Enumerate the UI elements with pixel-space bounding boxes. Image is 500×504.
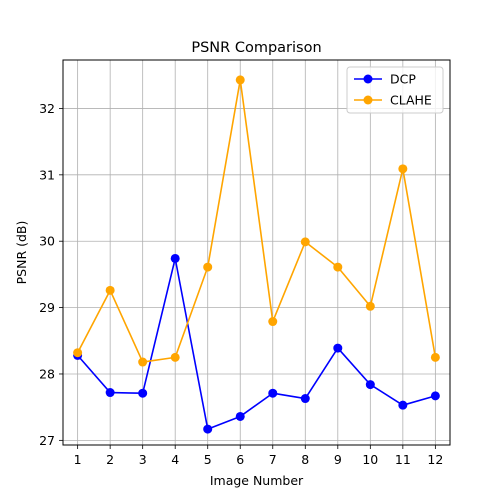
data-point-clahe xyxy=(138,357,148,367)
x-tick-label: 9 xyxy=(334,452,342,467)
data-point-clahe xyxy=(105,285,115,295)
series-clahe xyxy=(73,75,440,367)
x-tick-label: 1 xyxy=(74,452,82,467)
data-point-dcp xyxy=(170,253,180,263)
y-tick-label: 32 xyxy=(39,101,55,116)
legend-label-dcp: DCP xyxy=(390,72,416,87)
x-tick-label: 7 xyxy=(269,452,277,467)
y-tick-label: 28 xyxy=(39,366,55,381)
plot-frame xyxy=(62,59,451,446)
data-point-clahe xyxy=(398,164,408,174)
x-axis-label: Image Number xyxy=(210,473,304,488)
data-point-dcp xyxy=(398,400,408,410)
x-tick-label: 6 xyxy=(236,452,244,467)
x-tick-label: 4 xyxy=(171,452,179,467)
data-point-clahe xyxy=(73,348,83,358)
data-point-clahe xyxy=(203,262,213,272)
data-point-dcp xyxy=(365,380,375,390)
chart-title: PSNR Comparison xyxy=(191,40,321,56)
data-point-clahe xyxy=(333,262,343,272)
legend-marker-dcp xyxy=(363,74,373,84)
data-point-dcp xyxy=(430,391,440,401)
y-axis: 27 28 29 30 31 32 xyxy=(39,101,63,448)
series-line-dcp xyxy=(77,257,436,430)
data-point-clahe xyxy=(300,237,310,247)
data-point-clahe xyxy=(235,75,245,85)
y-tick-label: 30 xyxy=(39,234,55,249)
legend-label-clahe: CLAHE xyxy=(390,93,432,108)
x-axis: 1 2 3 4 5 6 7 8 9 10 11 12 xyxy=(74,445,443,467)
data-point-clahe xyxy=(268,317,278,327)
data-point-dcp xyxy=(300,394,310,404)
x-tick-label: 10 xyxy=(362,452,378,467)
x-tick-label: 3 xyxy=(139,452,147,467)
x-tick-label: 12 xyxy=(427,452,443,467)
x-tick-label: 5 xyxy=(204,452,212,467)
data-point-dcp xyxy=(268,388,278,398)
data-point-dcp xyxy=(333,343,343,353)
y-axis-label: PSNR (dB) xyxy=(14,221,29,285)
y-tick-label: 27 xyxy=(39,433,55,448)
x-tick-label: 2 xyxy=(106,452,114,467)
data-point-dcp xyxy=(203,424,213,434)
series-line-clahe xyxy=(76,79,437,363)
legend: DCP CLAHE xyxy=(346,66,444,114)
data-point-clahe xyxy=(430,352,440,362)
y-tick-label: 31 xyxy=(39,167,55,182)
data-point-clahe xyxy=(365,301,375,311)
data-point-dcp xyxy=(138,388,148,398)
y-tick-label: 29 xyxy=(39,300,55,315)
data-point-dcp xyxy=(235,411,245,421)
x-tick-label: 11 xyxy=(395,452,411,467)
x-tick-label: 8 xyxy=(301,452,309,467)
legend-marker-clahe xyxy=(363,95,373,105)
data-point-dcp xyxy=(105,388,115,398)
data-point-clahe xyxy=(170,352,180,362)
series-layer xyxy=(73,75,440,434)
